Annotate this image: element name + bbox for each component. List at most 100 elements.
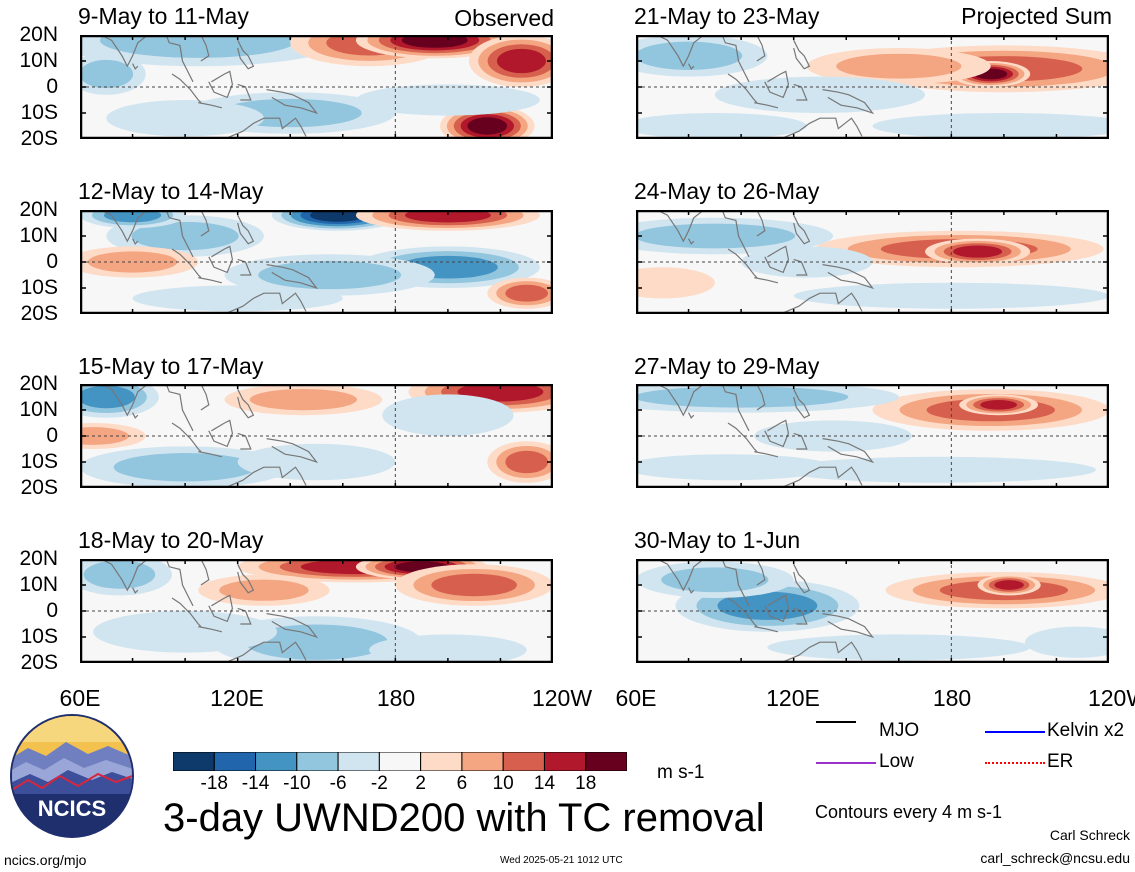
coastline-5 <box>266 89 319 115</box>
wind-anomaly-blob-5 <box>780 456 1096 483</box>
colorbar-label: 14 <box>533 773 556 794</box>
coastline-6 <box>793 39 811 70</box>
coastline-8 <box>223 292 307 314</box>
y-tick-row3-10s: 10S <box>20 450 58 473</box>
y-tick-row2-10s: 10S <box>20 276 58 299</box>
coastline-1 <box>171 422 202 453</box>
coastline-5 <box>822 89 875 115</box>
legend-er-line <box>985 762 1045 764</box>
coastline-5 <box>266 613 319 639</box>
coastline-7 <box>756 559 766 586</box>
coastline-9 <box>132 63 139 70</box>
wind-anomaly-blob-1 <box>355 210 540 231</box>
wind-anomaly-blob-1 <box>80 384 159 418</box>
wind-anomaly-blob-5 <box>1024 626 1109 658</box>
coastline-8 <box>779 117 863 139</box>
panel-8-title: 30-May to 1-Jun <box>634 527 801 553</box>
coastline-5 <box>822 613 875 639</box>
coastline-5 <box>266 264 319 290</box>
wind-anomaly-blob-8 <box>132 285 343 312</box>
wind-anomaly-blob-4 <box>382 394 514 436</box>
colorbar-swatch-4 <box>337 752 380 771</box>
coastline-0 <box>100 210 194 258</box>
coastline-6 <box>793 214 811 245</box>
coastline-1 <box>727 73 758 104</box>
coastline-0 <box>656 559 750 607</box>
coastline-1 <box>171 597 202 628</box>
wind-anomaly-blob-3 <box>754 420 912 452</box>
coastline-3 <box>764 594 790 623</box>
colorbar-label: 18 <box>575 773 597 794</box>
map-panel-2 <box>636 35 1109 139</box>
y-tick-row1-20n: 20N <box>19 23 58 46</box>
x-tick-120e-left: 120E <box>210 685 264 711</box>
coastline-8 <box>223 641 307 663</box>
coastline-7 <box>756 384 766 411</box>
colorbar-label: 2 <box>415 773 426 794</box>
wind-anomaly-blob-7 <box>224 384 383 416</box>
coastline-9 <box>688 412 695 419</box>
coastline-9 <box>688 238 695 245</box>
coastline-2 <box>198 626 223 633</box>
colorbar-label: -14 <box>241 773 270 794</box>
coastline-4 <box>793 258 808 276</box>
wind-anomaly-blob-7 <box>198 574 330 606</box>
colorbar-swatch-5 <box>378 752 422 771</box>
panel-5-title: 15-May to 17-May <box>78 353 264 379</box>
colorbar-swatch-10 <box>585 752 627 771</box>
map-panel-5 <box>80 384 553 488</box>
coastline-4 <box>793 83 808 101</box>
wind-anomaly-blob-5 <box>487 441 553 483</box>
y-tick-row4-20n: 20N <box>19 547 58 570</box>
coastline-6 <box>237 563 255 594</box>
y-tick-row3-20n: 20N <box>19 372 58 395</box>
x-tick-60e-left: 60E <box>59 685 101 711</box>
y-tick-row4-10n: 10N <box>19 573 58 596</box>
main-title: 3-day UWND200 with TC removal <box>163 796 765 840</box>
y-tick-row4-0: 0 <box>46 599 58 622</box>
x-tick-120e-right: 120E <box>766 685 820 711</box>
colorbar-label: 6 <box>456 773 468 794</box>
colorbar-swatch-1 <box>213 752 257 771</box>
y-tick-row1-0: 0 <box>46 75 58 98</box>
y-tick-row1-20s: 20S <box>20 127 58 150</box>
coastline-2 <box>754 102 779 109</box>
map-panel-4 <box>636 210 1109 314</box>
coastline-3 <box>208 594 234 623</box>
coastline-1 <box>727 422 758 453</box>
wind-anomaly-blob-6 <box>487 277 553 309</box>
colorbar-swatch-9 <box>543 752 587 771</box>
coastline-3 <box>208 70 234 99</box>
y-tick-row2-20n: 20N <box>19 198 58 221</box>
y-tick-row3-0: 0 <box>46 424 58 447</box>
coastline-0 <box>100 384 194 432</box>
panel-7-title: 18-May to 20-May <box>78 527 264 553</box>
coastline-9 <box>132 238 139 245</box>
coastline-6 <box>237 39 255 70</box>
ncics-logo: NCICS <box>10 714 134 838</box>
panel-2-title: 21-May to 23-May <box>634 3 820 29</box>
wind-anomaly-blob-0 <box>80 35 343 67</box>
coastline-1 <box>171 73 202 104</box>
coastline-6 <box>793 388 811 419</box>
coastline-4 <box>237 432 252 450</box>
y-tick-row2-20s: 20S <box>20 302 58 325</box>
y-tick-row1-10n: 10N <box>19 49 58 72</box>
x-tick-180-right: 180 <box>932 685 972 711</box>
y-tick-row3-10n: 10N <box>19 398 58 421</box>
coastline-2 <box>754 277 779 284</box>
colorbar-swatch-2 <box>255 752 298 771</box>
coastline-8 <box>223 466 307 488</box>
coastline-4 <box>793 432 808 450</box>
coastline-0 <box>656 384 750 432</box>
map-panel-6 <box>636 384 1109 488</box>
wind-anomaly-blob-4 <box>636 454 834 481</box>
footer-link: ncics.org/mjo <box>4 852 87 868</box>
svg-text:NCICS: NCICS <box>38 796 106 821</box>
coastline-2 <box>198 102 223 109</box>
wind-anomaly-blob-6 <box>636 113 807 139</box>
coastline-7 <box>756 210 766 237</box>
coastline-6 <box>793 563 811 594</box>
coastline-9 <box>132 412 139 419</box>
coastline-5 <box>266 438 319 464</box>
